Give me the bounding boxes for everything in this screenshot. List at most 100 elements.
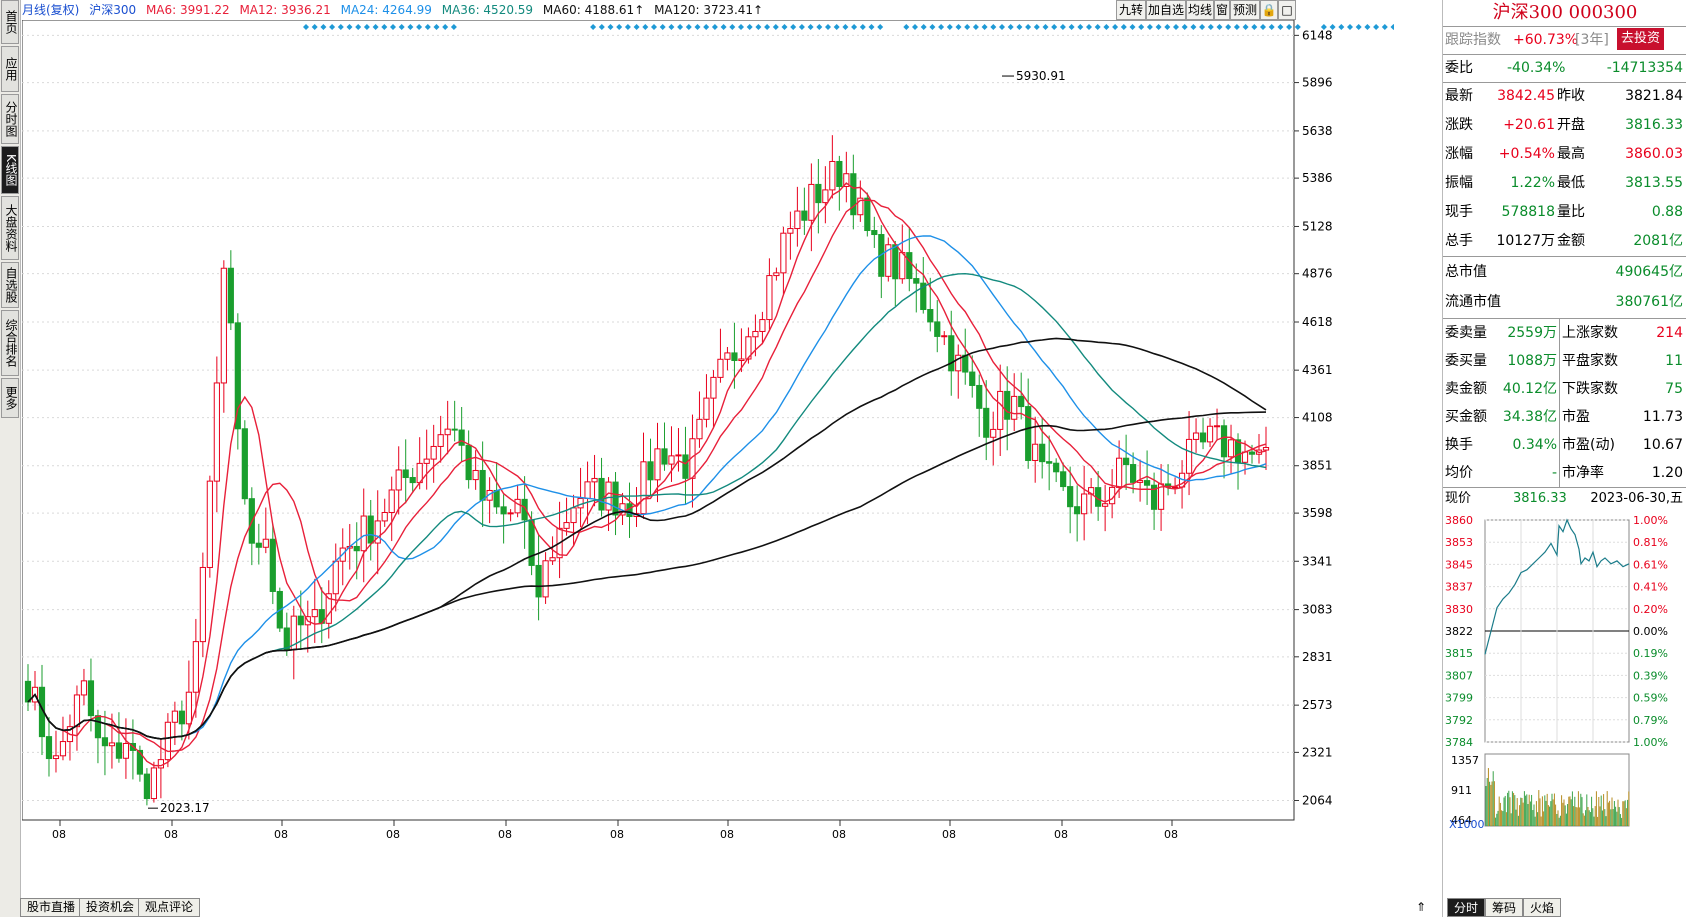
quote-value: 3813.55 bbox=[1625, 175, 1683, 191]
signal-flag bbox=[1007, 24, 1014, 30]
candle-body bbox=[1081, 493, 1088, 515]
tab-opinion[interactable]: 观点评论 bbox=[138, 898, 201, 917]
mini-left-tick: 3792 bbox=[1445, 714, 1473, 727]
candle-body bbox=[766, 275, 773, 321]
candle-body bbox=[472, 469, 479, 481]
stat-label: 卖金额 bbox=[1445, 381, 1487, 397]
y-tick-label: 4618 bbox=[1302, 315, 1333, 329]
candle-body bbox=[885, 244, 892, 277]
nav-item-2[interactable]: 分时图 bbox=[1, 94, 19, 144]
ma120-line bbox=[27, 411, 1267, 740]
tab-chips[interactable]: 筹码 bbox=[1485, 898, 1523, 917]
total-cap-value: 490645亿 bbox=[1615, 264, 1683, 280]
candle-body bbox=[1123, 457, 1130, 466]
panel-title: 沪深300 000300 bbox=[1492, 2, 1638, 23]
candle-body bbox=[1018, 395, 1025, 408]
quote-label: 昨收 bbox=[1557, 88, 1585, 104]
tab-intraday[interactable]: 分时 bbox=[1447, 898, 1485, 917]
candle-body bbox=[262, 538, 269, 548]
maximize-icon[interactable]: □ bbox=[1278, 0, 1296, 20]
add-watchlist-button[interactable]: 加自选 bbox=[1146, 0, 1186, 20]
candle-body bbox=[1004, 390, 1011, 420]
nav-item-0[interactable]: 首页 bbox=[1, 0, 19, 44]
nav-item-7[interactable]: 更多 bbox=[1, 378, 19, 418]
signal-flag bbox=[346, 24, 353, 30]
candle-body bbox=[787, 228, 794, 234]
candle-body bbox=[1032, 443, 1039, 461]
candle-body bbox=[1220, 425, 1228, 458]
window-button[interactable]: 窗 bbox=[1214, 0, 1230, 20]
stat-value: 1088万 bbox=[1507, 353, 1557, 369]
y-tick-label: 2573 bbox=[1302, 698, 1333, 712]
candle-body bbox=[451, 428, 458, 431]
signal-flag bbox=[607, 24, 614, 30]
tab-opportunity[interactable]: 投资机会 bbox=[79, 898, 142, 917]
quote-label: 量比 bbox=[1557, 204, 1585, 220]
tab-live[interactable]: 股市直播 bbox=[20, 898, 83, 917]
candle-body bbox=[584, 481, 591, 499]
candle-body bbox=[80, 680, 88, 696]
signal-flag bbox=[1242, 24, 1249, 30]
signal-flag bbox=[1155, 24, 1162, 30]
candle-body bbox=[500, 506, 507, 515]
signal-flag bbox=[964, 24, 971, 30]
signal-flag bbox=[311, 24, 318, 30]
weibi-value: -14713354 bbox=[1606, 60, 1683, 76]
signal-flag bbox=[781, 24, 788, 30]
signal-flag bbox=[337, 24, 344, 30]
period-label[interactable]: 月线(复权) bbox=[22, 3, 80, 17]
x-tick-label: 08 bbox=[498, 828, 512, 841]
candle-body bbox=[136, 749, 144, 775]
intraday-chart[interactable]: 3860 1.00% 3853 0.81% 3845 0.61% 3837 0.41% 3830… bbox=[1443, 512, 1686, 896]
candle-body bbox=[745, 336, 752, 360]
candle-body bbox=[780, 232, 787, 274]
signal-flag bbox=[981, 24, 988, 30]
mini-right-tick: 0.59% bbox=[1633, 692, 1668, 705]
track-period: [3年] bbox=[1575, 32, 1609, 48]
candle-body bbox=[997, 390, 1004, 430]
nav-item-6[interactable]: 综合排名 bbox=[1, 310, 19, 376]
quote-label: 总手 bbox=[1445, 233, 1473, 249]
candle-body bbox=[717, 358, 724, 378]
nav-item-1[interactable]: 应用 bbox=[1, 46, 19, 92]
ma24-line bbox=[27, 235, 1267, 740]
quote-value: 3821.84 bbox=[1625, 88, 1683, 104]
y-tick-label: 3083 bbox=[1302, 603, 1333, 617]
ma-button[interactable]: 均线 bbox=[1186, 0, 1214, 20]
candle-body bbox=[934, 321, 941, 337]
candle-body bbox=[1102, 503, 1109, 507]
lock-icon[interactable]: 🔒 bbox=[1260, 0, 1278, 20]
tab-flame[interactable]: 火焰 bbox=[1523, 898, 1561, 917]
ma12-value: MA12: 3936.21 bbox=[239, 3, 331, 17]
signal-flag bbox=[424, 24, 431, 30]
mini-price-label: 现价 bbox=[1445, 491, 1472, 506]
signal-flag bbox=[651, 24, 657, 30]
signal-flag bbox=[807, 24, 814, 30]
signal-flag bbox=[833, 24, 840, 30]
mini-left-tick: 3853 bbox=[1445, 536, 1473, 549]
stat-label: 下跌家数 bbox=[1559, 375, 1618, 403]
candle-body bbox=[1067, 486, 1074, 508]
kline-chart[interactable]: 6148 5896 5638 5386 5128 4876 4618 4361 4108 3851… bbox=[22, 20, 1394, 882]
collapse-up-icon[interactable]: ⇑ bbox=[1416, 900, 1427, 914]
quote-panel: 沪深300 000300 跟踪指数 +60.73% [3年] 去投资 委比 -4… bbox=[1442, 0, 1686, 917]
invest-button[interactable]: 去投资 bbox=[1617, 28, 1665, 50]
signal-flag bbox=[990, 24, 997, 30]
quote-label: 开盘 bbox=[1557, 117, 1585, 133]
nav-item-3[interactable]: K线图 bbox=[1, 146, 19, 194]
candle-body bbox=[458, 429, 465, 446]
candle-body bbox=[892, 244, 899, 280]
signal-flag bbox=[450, 24, 457, 30]
nav-item-4[interactable]: 大盘资料 bbox=[1, 196, 19, 260]
candle-body bbox=[514, 498, 521, 514]
candle-body bbox=[1060, 471, 1067, 488]
forecast-button[interactable]: 预测 bbox=[1230, 0, 1260, 20]
nav-item-5[interactable]: 自选股 bbox=[1, 262, 19, 308]
candle-body bbox=[906, 252, 913, 280]
stat-value: - bbox=[1551, 465, 1557, 481]
signal-flag bbox=[590, 24, 597, 30]
signal-flag bbox=[1277, 24, 1284, 30]
signal-flag bbox=[903, 24, 910, 30]
mini-right-tick: 0.00% bbox=[1633, 625, 1668, 638]
nine-turn-button[interactable]: 九转 bbox=[1116, 0, 1146, 20]
